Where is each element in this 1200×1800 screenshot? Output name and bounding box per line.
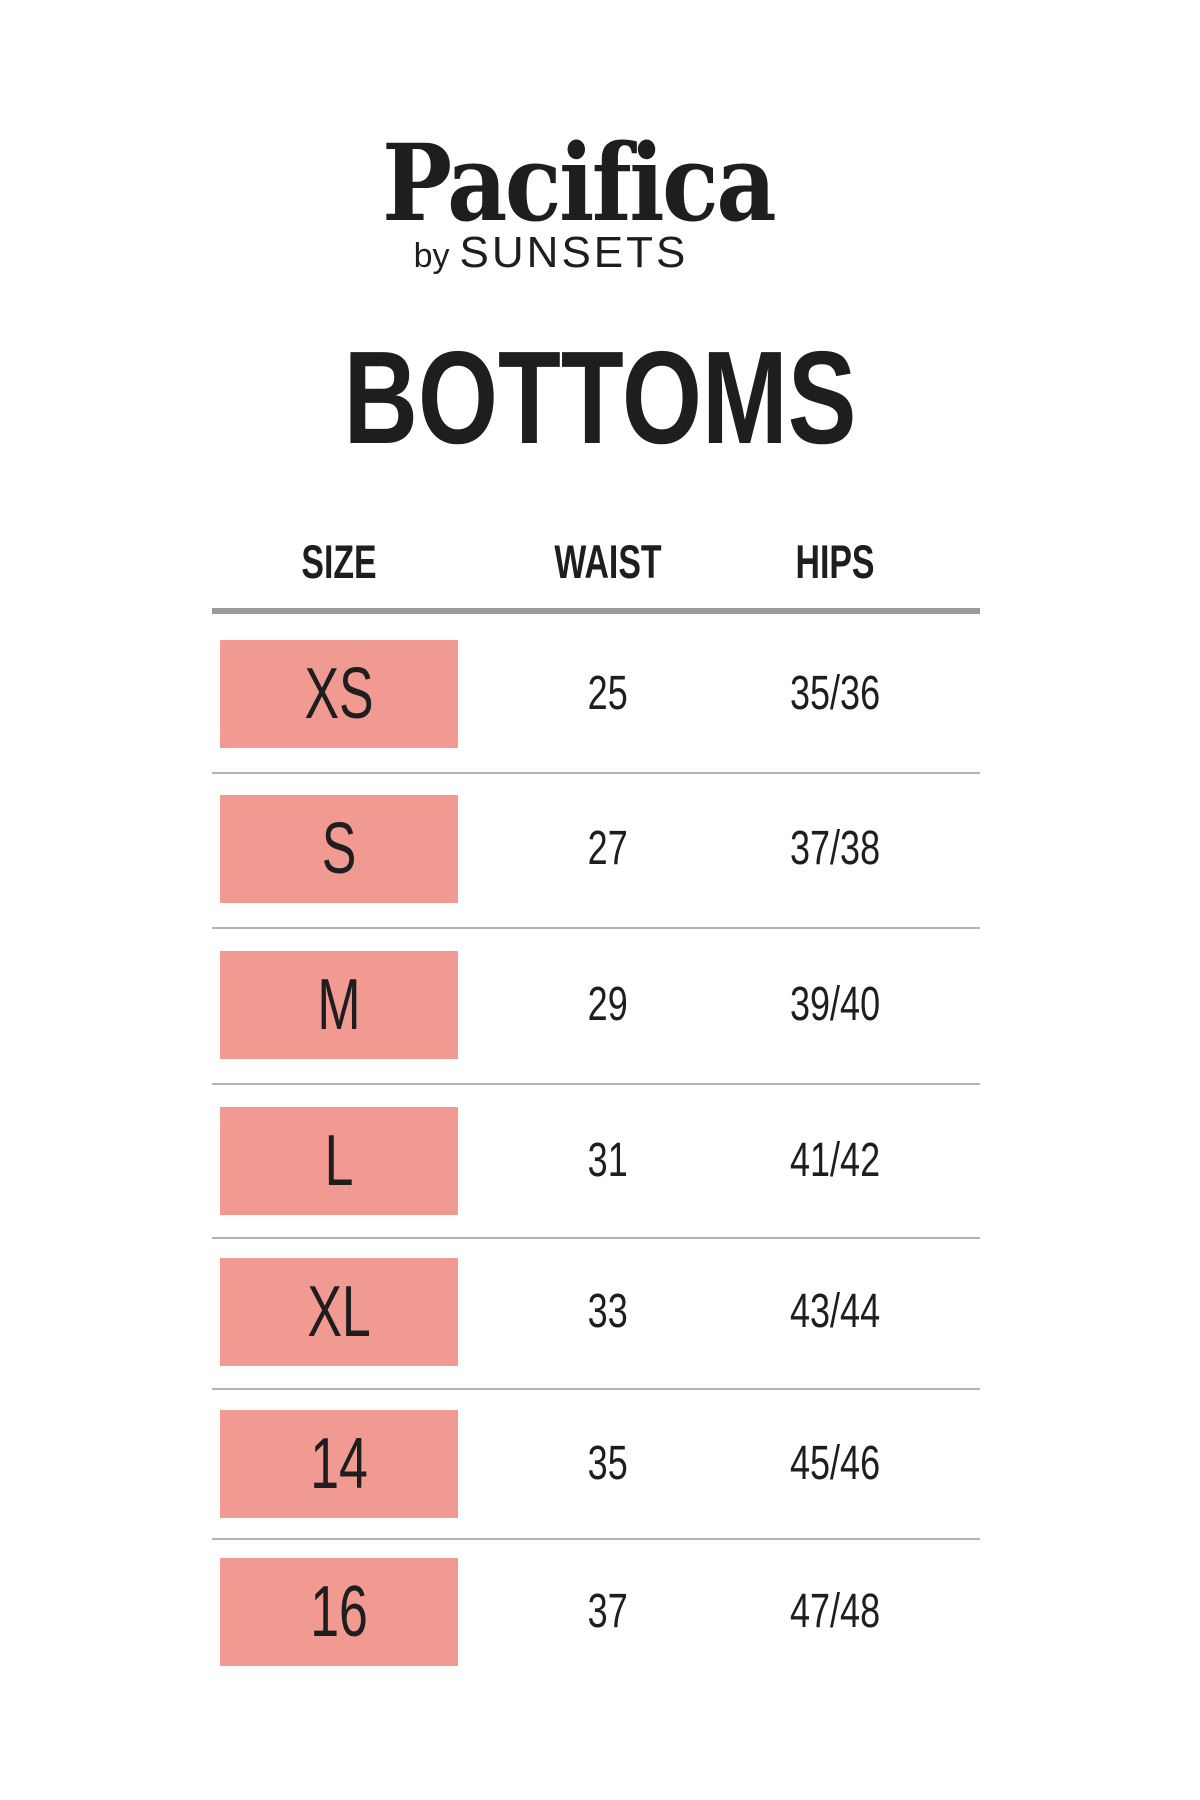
size-cell: XS — [220, 640, 458, 748]
table-row: 14 35 45/46 — [0, 1410, 1200, 1540]
table-row: L 31 41/42 — [0, 1107, 1200, 1239]
hips-value: 37/38 — [789, 822, 881, 875]
size-label: 16 — [310, 1572, 368, 1652]
column-header-waist: WAIST — [554, 535, 662, 588]
row-separator — [212, 1538, 980, 1540]
byline-brand: SUNSETS — [459, 228, 689, 277]
brand-name: Pacifica — [382, 120, 777, 245]
table-row: XS 25 35/36 — [0, 640, 1200, 774]
header-rule — [212, 608, 980, 614]
hips-value: 39/40 — [789, 978, 881, 1031]
waist-value: 37 — [587, 1585, 629, 1638]
byline-prefix: by — [413, 237, 450, 275]
row-separator — [212, 771, 980, 774]
table-row: S 27 37/38 — [0, 795, 1200, 929]
size-label: 14 — [310, 1424, 368, 1504]
table-row: XL 33 43/44 — [0, 1258, 1200, 1390]
hips-cell: 35/36 — [735, 640, 935, 748]
brand-byline: by SUNSETS — [414, 228, 689, 278]
size-cell: 14 — [220, 1410, 458, 1518]
size-label: XS — [304, 654, 374, 734]
size-cell: 16 — [220, 1558, 458, 1666]
size-label: M — [317, 965, 361, 1045]
size-cell: L — [220, 1107, 458, 1215]
waist-value: 31 — [587, 1134, 629, 1187]
size-label: S — [321, 809, 357, 889]
hips-value: 43/44 — [789, 1285, 881, 1338]
hips-cell: 47/48 — [735, 1558, 935, 1666]
waist-cell: 35 — [508, 1410, 708, 1518]
hips-cell: 43/44 — [735, 1258, 935, 1366]
row-separator — [212, 1083, 980, 1085]
hips-cell: 41/42 — [735, 1107, 935, 1215]
row-separator — [212, 927, 980, 929]
waist-cell: 25 — [508, 640, 708, 748]
hips-cell: 39/40 — [735, 951, 935, 1059]
size-cell: S — [220, 795, 458, 903]
waist-value: 33 — [587, 1285, 629, 1338]
hips-value: 47/48 — [789, 1585, 881, 1638]
column-header-size: SIZE — [301, 535, 377, 588]
table-row: 16 37 47/48 — [0, 1558, 1200, 1666]
size-cell: M — [220, 951, 458, 1059]
hips-value: 41/42 — [789, 1134, 881, 1187]
size-label: L — [324, 1121, 354, 1201]
waist-cell: 27 — [508, 795, 708, 903]
row-separator — [212, 1388, 980, 1390]
size-label: XL — [307, 1272, 371, 1352]
row-separator — [212, 1236, 980, 1239]
waist-cell: 33 — [508, 1258, 708, 1366]
column-header-hips: HIPS — [795, 535, 875, 588]
page-title: BOTTOMS — [343, 324, 857, 471]
size-cell: XL — [220, 1258, 458, 1366]
waist-value: 25 — [587, 667, 629, 720]
hips-value: 45/46 — [789, 1437, 881, 1490]
waist-value: 29 — [587, 978, 629, 1031]
table-row: M 29 39/40 — [0, 951, 1200, 1085]
waist-value: 27 — [587, 822, 629, 875]
waist-value: 35 — [587, 1437, 629, 1490]
waist-cell: 31 — [508, 1107, 708, 1215]
hips-value: 35/36 — [789, 667, 881, 720]
waist-cell: 37 — [508, 1558, 708, 1666]
hips-cell: 45/46 — [735, 1410, 935, 1518]
hips-cell: 37/38 — [735, 795, 935, 903]
waist-cell: 29 — [508, 951, 708, 1059]
